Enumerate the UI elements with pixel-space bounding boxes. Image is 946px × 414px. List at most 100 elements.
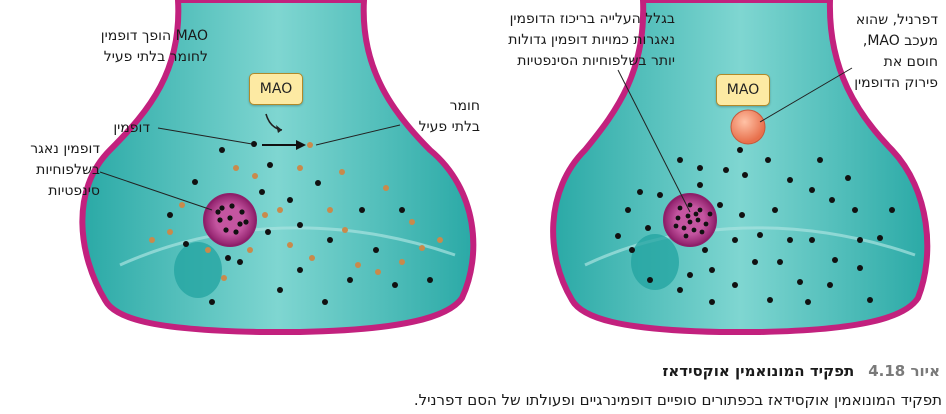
dopamine-dot xyxy=(267,162,273,168)
dopamine-dot xyxy=(251,141,257,147)
dopamine-dot xyxy=(857,265,863,271)
dopamine-dot xyxy=(297,267,303,273)
label-deprenyl: דפרניל, שהוא מעכב MAO, חוסם את פירוק הדו… xyxy=(854,12,938,91)
inactive-dot xyxy=(375,269,381,275)
dopamine-dot xyxy=(327,237,333,243)
inactive-dot xyxy=(262,212,268,218)
vesicle-dopamine-dot xyxy=(685,213,691,219)
dopamine-dot xyxy=(832,257,838,263)
dopamine-dot xyxy=(399,207,405,213)
dopamine-dot xyxy=(677,287,683,293)
inactive-dot xyxy=(355,262,361,268)
dopamine-dot xyxy=(647,277,653,283)
right-terminal xyxy=(550,0,931,335)
vesicle-dopamine-dot xyxy=(707,211,713,217)
dopamine-dot xyxy=(723,167,729,173)
vesicle-dopamine-dot xyxy=(693,211,699,217)
inactive-dot xyxy=(339,169,345,175)
inactive-dot xyxy=(383,185,389,191)
reaction-arrow xyxy=(262,113,306,150)
inactive-dot xyxy=(277,207,283,213)
caption-heading: איור 4.18 תפקיד המונואמין אוקסידאז xyxy=(600,362,940,380)
dopamine-dot xyxy=(809,187,815,193)
dopamine-dot xyxy=(867,297,873,303)
vesicle-dopamine-dot xyxy=(695,217,701,223)
caption-text: תפקיד המונואמין אוקסידאז בכפתורים סופיים… xyxy=(413,391,942,409)
caption-label: איור 4.18 xyxy=(868,362,940,380)
inactive-dot xyxy=(419,245,425,251)
dopamine-dot xyxy=(615,233,621,239)
dopamine-dot xyxy=(219,147,225,153)
vesicle-dopamine-dot xyxy=(217,217,223,223)
inactive-dot xyxy=(307,142,313,148)
right-inner-line xyxy=(584,226,916,267)
leader-lines xyxy=(99,67,853,213)
dopamine-dot xyxy=(829,197,835,203)
label-dopamine: דופמין xyxy=(113,120,150,136)
figure xyxy=(79,0,931,335)
label-inactive: חומר בלתי פעיל xyxy=(418,98,480,135)
dopamine-dot xyxy=(717,202,723,208)
dopamine-dot xyxy=(427,277,433,283)
dopamine-dot xyxy=(265,229,271,235)
dopamine-dot xyxy=(772,207,778,213)
dopamine-dot xyxy=(373,247,379,253)
dopamine-dot xyxy=(259,189,265,195)
dopamine-dot xyxy=(322,299,328,305)
dopamine-dot xyxy=(237,259,243,265)
dopamine-dot xyxy=(889,207,895,213)
inactive-dot xyxy=(309,255,315,261)
vesicle-dopamine-dot xyxy=(229,203,235,209)
label-mao-converts: MAO הופך דופמין לחומר בלתי פעיל xyxy=(100,28,208,65)
vesicle-dopamine-dot xyxy=(239,209,245,215)
dopamine-dot xyxy=(657,192,663,198)
dopamine-dot xyxy=(697,182,703,188)
dopamine-dot xyxy=(852,207,858,213)
vesicle-dopamine-dot xyxy=(687,202,693,208)
molecule-dots xyxy=(149,141,895,305)
dopamine-dot xyxy=(209,299,215,305)
vesicle-dopamine-dot xyxy=(673,223,679,229)
mao-box-left: MAO xyxy=(249,73,303,105)
inactive-dot xyxy=(252,173,258,179)
left-inner-line xyxy=(119,226,456,267)
inactive-dot xyxy=(297,165,303,171)
vesicle-dopamine-dot xyxy=(227,215,233,221)
dopamine-dot xyxy=(297,222,303,228)
inactive-dot xyxy=(409,219,415,225)
dopamine-dot xyxy=(645,225,651,231)
dopamine-dot xyxy=(697,165,703,171)
inactive-dot xyxy=(342,227,348,233)
dopamine-dot xyxy=(817,157,823,163)
vesicle-dopamine-dot xyxy=(243,219,249,225)
inactive-dot xyxy=(399,259,405,265)
dopamine-dot xyxy=(277,287,283,293)
dopamine-dot xyxy=(797,279,803,285)
vesicle-dopamine-dot xyxy=(699,229,705,235)
dopamine-dot xyxy=(225,255,231,261)
inactive-dot xyxy=(205,247,211,253)
inactive-dot xyxy=(167,229,173,235)
label-increase: בגלל העלייה בריכוז הדופמין נאגרות כמויות… xyxy=(508,11,675,69)
dopamine-dot xyxy=(687,272,693,278)
vesicle-dopamine-dot xyxy=(237,221,243,227)
vesicle-dopamine-dot xyxy=(691,227,697,233)
dopamine-dot xyxy=(183,241,189,247)
dopamine-dot xyxy=(709,299,715,305)
inactive-dot xyxy=(437,237,443,243)
dopamine-dot xyxy=(787,177,793,183)
dopamine-dot xyxy=(359,207,365,213)
dopamine-dot xyxy=(877,235,883,241)
dopamine-dot xyxy=(625,207,631,213)
vesicle-dopamine-dot xyxy=(703,221,709,227)
inactive-dot xyxy=(221,275,227,281)
dopamine-dot xyxy=(315,180,321,186)
inactive-dot xyxy=(233,165,239,171)
dopamine-dot xyxy=(777,259,783,265)
dopamine-dot xyxy=(637,189,643,195)
vesicle-dopamine-dot xyxy=(223,227,229,233)
dopamine-dot xyxy=(739,212,745,218)
dopamine-dot xyxy=(857,237,863,243)
inactive-dot xyxy=(327,207,333,213)
dopamine-dot xyxy=(167,212,173,218)
